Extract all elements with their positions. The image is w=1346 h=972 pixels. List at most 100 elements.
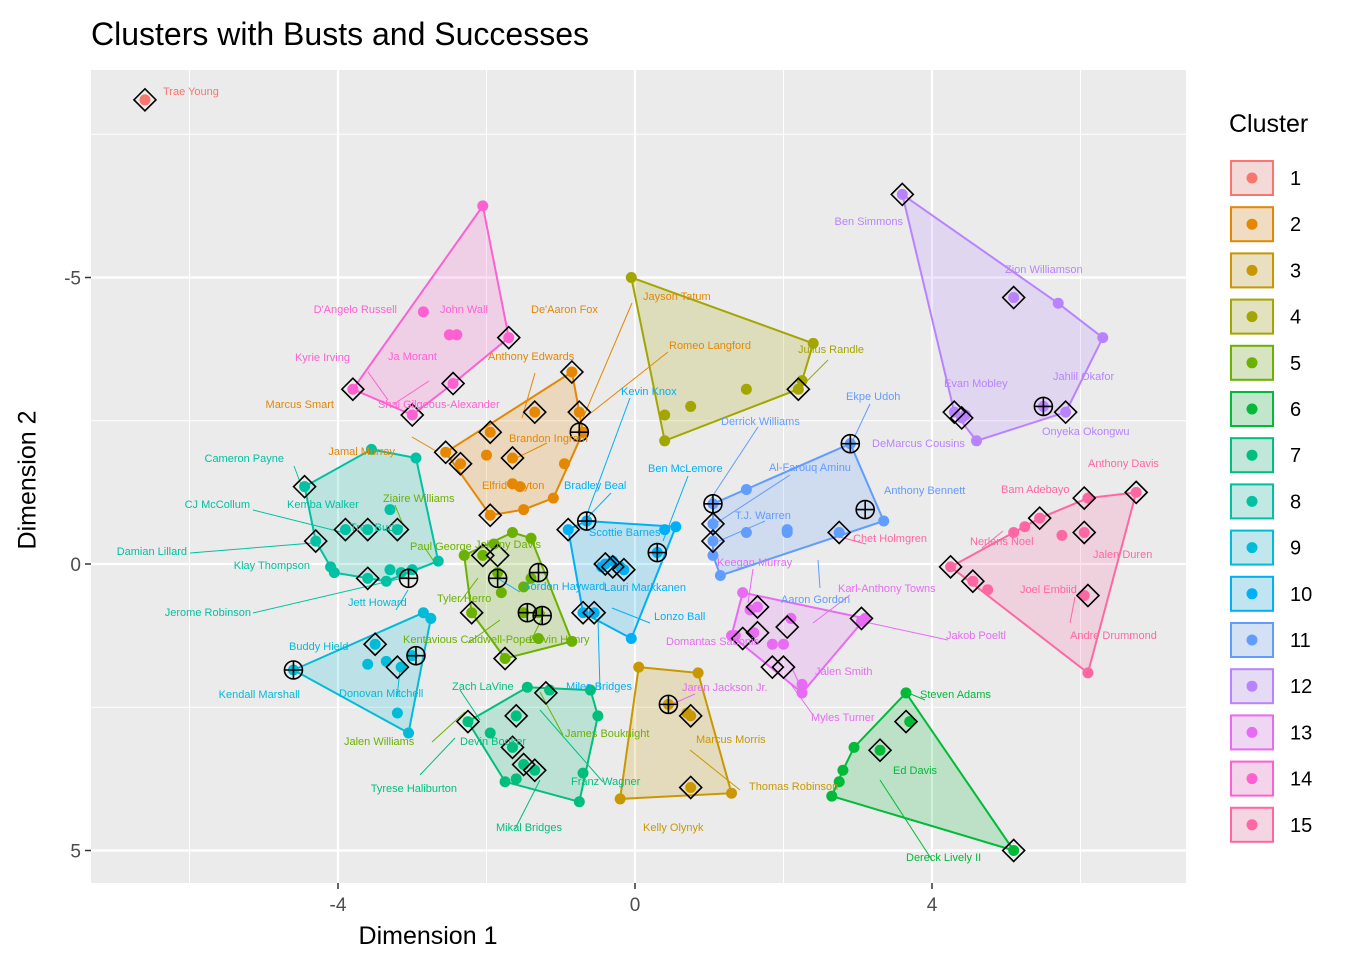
- data-point-cluster-6: [837, 764, 849, 776]
- data-point-cluster-15: [1019, 521, 1031, 533]
- data-point-cluster-5: [525, 532, 537, 544]
- player-label: Jalen Smith: [815, 666, 872, 678]
- data-point-cluster-3: [692, 667, 704, 679]
- diamond-marker: [593, 551, 618, 577]
- data-point-cluster-6: [900, 687, 912, 699]
- label-leader-line: [459, 577, 479, 603]
- player-label: Domantas Sabonis: [666, 636, 759, 648]
- player-label: Andre Drummond: [1070, 630, 1157, 642]
- player-label: Tyrese Haliburton: [371, 783, 457, 795]
- player-label: Jalen Williams: [344, 736, 415, 748]
- diamond-marker: [533, 680, 559, 706]
- legend-key-dot: [1246, 403, 1258, 415]
- data-point-cluster-11: [740, 484, 752, 496]
- diamond-marker: [582, 600, 607, 625]
- cluster-hull-11: [712, 442, 886, 577]
- diamond-marker: [867, 738, 893, 763]
- data-point-cluster-7: [510, 710, 522, 722]
- player-label: Kelly Olynyk: [643, 822, 704, 834]
- data-point-cluster-15: [1034, 512, 1046, 524]
- legend-label: 8: [1290, 491, 1301, 513]
- label-leader-line: [579, 302, 633, 426]
- diamond-marker: [504, 703, 529, 728]
- grid-lines: [91, 70, 1186, 883]
- player-label: Ja Morant: [388, 351, 437, 363]
- legend-title: Cluster: [1229, 110, 1309, 138]
- label-leader-line: [252, 509, 346, 534]
- data-point-cluster-12: [896, 188, 908, 200]
- data-point-cluster-5: [518, 581, 530, 593]
- data-point-cluster-9: [403, 727, 415, 739]
- data-point-cluster-13: [785, 612, 797, 624]
- data-point-cluster-10: [618, 564, 630, 576]
- data-point-cluster-11: [714, 569, 726, 581]
- player-label: John Wall: [440, 304, 488, 316]
- player-label: Ziaire Williams: [383, 493, 455, 505]
- data-point-cluster-8: [410, 452, 422, 464]
- data-point-cluster-14: [447, 378, 459, 390]
- legend-key-dot: [1246, 773, 1258, 785]
- label-leader-line: [581, 351, 669, 421]
- diamond-marker: [1072, 485, 1097, 511]
- player-labels: Trae Young Ben Simmons Zion Williamson Jahl…: [117, 86, 1160, 864]
- player-label: Buddy Hield: [289, 641, 348, 653]
- data-point-cluster-3: [614, 793, 626, 805]
- data-point-cluster-4: [807, 337, 819, 349]
- label-leader-line: [879, 779, 933, 861]
- data-point-cluster-11: [878, 515, 890, 527]
- cluster-hull-14: [351, 203, 510, 417]
- data-point-cluster-12: [1060, 406, 1072, 418]
- player-label: Bam Adebayo: [1001, 484, 1070, 496]
- data-point-cluster-7: [592, 710, 604, 722]
- label-leader-line: [582, 397, 631, 526]
- legend-key-dot: [1246, 680, 1258, 692]
- player-label: Julius Randle: [798, 344, 864, 356]
- data-point-cluster-11: [833, 526, 845, 538]
- label-leader-line: [396, 669, 401, 698]
- label-leader-line: [1069, 596, 1076, 624]
- player-label: Anthony Bennett: [884, 485, 965, 497]
- data-point-cluster-9: [425, 612, 437, 624]
- data-point-cluster-13: [726, 630, 738, 642]
- data-point-cluster-15: [1056, 529, 1068, 541]
- label-leader-line: [189, 542, 314, 554]
- data-point-cluster-7: [521, 681, 533, 693]
- label-leader-line: [419, 737, 456, 776]
- player-label: Nerlens Noel: [970, 536, 1034, 548]
- player-label: Derrick Williams: [721, 416, 800, 428]
- legend-label: 7: [1290, 445, 1301, 467]
- diamond-marker: [132, 87, 158, 113]
- legend-key-dot: [1246, 588, 1258, 600]
- data-point-cluster-2: [518, 504, 530, 516]
- player-label: Tyler Herro: [437, 593, 491, 605]
- player-label: Kentavious Caldwell-Pope: [403, 634, 531, 646]
- diamond-marker: [700, 511, 726, 537]
- legend-key-dot: [1246, 357, 1258, 369]
- player-label: Karl-Anthony Towns: [838, 583, 936, 595]
- player-label: Jaren Jackson Jr.: [682, 682, 768, 694]
- legend-key-dot: [1246, 542, 1258, 554]
- label-leader-line: [689, 749, 741, 791]
- data-point-cluster-13: [796, 687, 808, 699]
- diamond-marker: [303, 528, 328, 554]
- data-point-cluster-7: [529, 764, 541, 776]
- data-point-cluster-15: [945, 561, 957, 573]
- legend-key-dot: [1246, 495, 1258, 507]
- data-point-cluster-7: [584, 684, 596, 696]
- data-point-cluster-7: [573, 796, 585, 808]
- data-point-cluster-15: [1082, 492, 1094, 504]
- legend-key-dot: [1246, 172, 1258, 184]
- diamond-marker: [362, 632, 388, 657]
- player-label: Zach LaVine: [452, 681, 514, 693]
- data-point-cluster-7: [499, 776, 511, 788]
- data-point-cluster-13: [778, 638, 789, 650]
- data-point-cluster-6: [874, 744, 886, 756]
- data-point-cluster-13: [737, 587, 749, 599]
- player-label: Chet Holmgren: [853, 533, 927, 545]
- player-label: Bradley Beal: [564, 480, 626, 492]
- data-point-cluster-8: [380, 575, 392, 587]
- label-leader-line: [394, 504, 404, 526]
- player-label: Marcus Morris: [696, 734, 766, 746]
- y-tick-label: 5: [70, 842, 81, 863]
